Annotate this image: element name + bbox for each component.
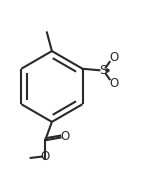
Text: O: O [41, 150, 50, 163]
Text: O: O [61, 130, 70, 143]
Text: O: O [110, 77, 119, 90]
Text: O: O [110, 51, 119, 64]
Text: S: S [100, 64, 108, 77]
